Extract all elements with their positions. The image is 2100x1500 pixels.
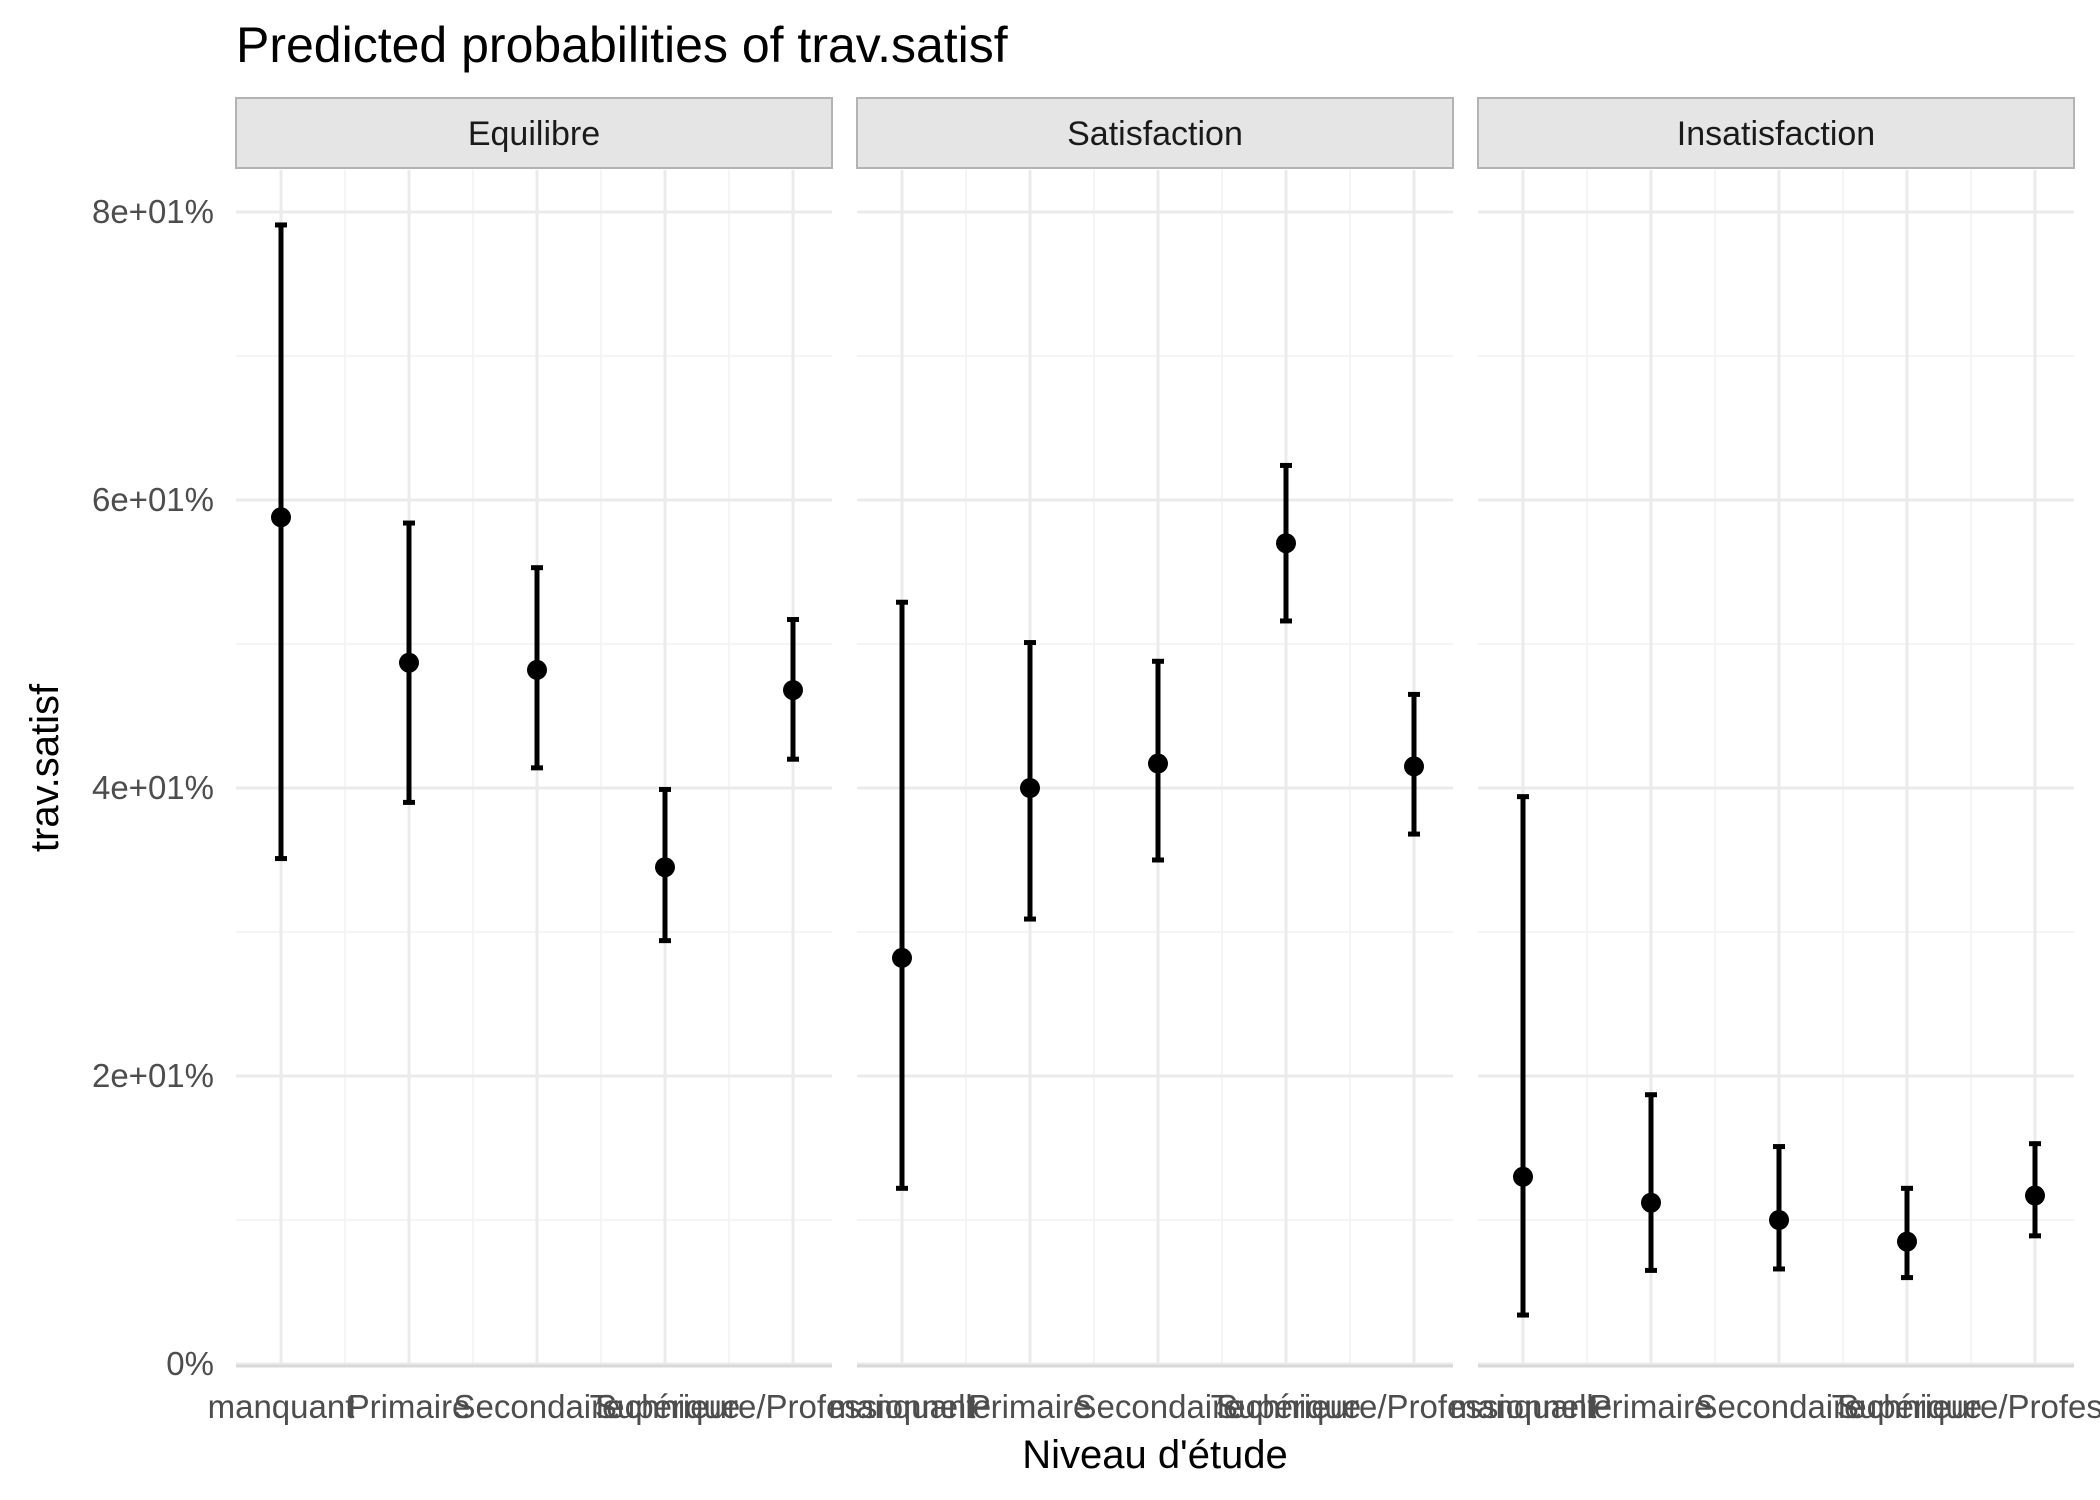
x-tick-label: Technique [1211,1388,1361,1425]
data-point [1276,533,1296,554]
data-point [655,857,675,878]
data-point [2025,1185,2045,1206]
y-axis-ticks: 0% 2e+01% 4e+01% 6e+01% 8e+01% [92,193,214,1382]
data-point [527,659,547,680]
x-tick-label: manquant [208,1388,355,1425]
x-tick-label: Secondaire [1075,1388,1242,1425]
chart-title: Predicted probabilities of trav.satisf [236,17,1008,73]
facet-panel-1: EquilibremanquantPrimaireSecondaireTechn… [208,97,991,1425]
facet-strip [1477,97,2075,169]
y-tick-label: 0% [166,1345,214,1382]
x-tick-label: Supérieure/Professionnelle [1837,1388,2100,1425]
facet-panel-2: SatisfactionmanquantPrimaireSecondaireTe… [829,97,1612,1425]
x-tick-label: Primaire [1590,1388,1713,1425]
x-axis-title: Niveau d'étude [1022,1433,1288,1477]
y-tick-label: 8e+01% [92,193,214,230]
data-point [783,680,803,701]
facet-strip [235,97,833,169]
data-point [892,947,912,968]
x-tick-label: Supérieure/Professionnelle [1216,1388,1612,1425]
data-point [1641,1192,1661,1213]
x-tick-label: Primaire [969,1388,1092,1425]
y-axis-title: trav.satisf [23,683,67,852]
facet-strip [856,97,1454,169]
x-tick-label: Technique [590,1388,740,1425]
data-point [1404,756,1424,777]
y-tick-label: 6e+01% [92,481,214,518]
x-tick-label: manquant [1450,1388,1597,1425]
y-tick-label: 4e+01% [92,769,214,806]
facet-strip-label: Satisfaction [1067,115,1243,153]
data-point [1020,778,1040,798]
data-point [271,507,291,528]
y-tick-label: 2e+01% [92,1057,214,1094]
data-point [399,652,419,673]
data-point [1897,1231,1917,1252]
facet-strip-label: Equilibre [468,115,600,153]
x-tick-label: Technique [1832,1388,1982,1425]
x-tick-label: Supérieure/Professionnelle [595,1388,991,1425]
x-tick-label: manquant [829,1388,976,1425]
data-point [1769,1210,1789,1230]
x-tick-label: Primaire [348,1388,471,1425]
x-tick-label: Secondaire [454,1388,621,1425]
facet-panels: EquilibremanquantPrimaireSecondaireTechn… [208,97,2100,1425]
facet-strip-label: Insatisfaction [1677,115,1875,153]
data-point [1513,1166,1533,1187]
x-tick-label: Secondaire [1696,1388,1863,1425]
data-point [1148,753,1168,774]
facet-panel-3: Insatisfaction manquantPrimaireSecondaire… [1450,97,2100,1425]
